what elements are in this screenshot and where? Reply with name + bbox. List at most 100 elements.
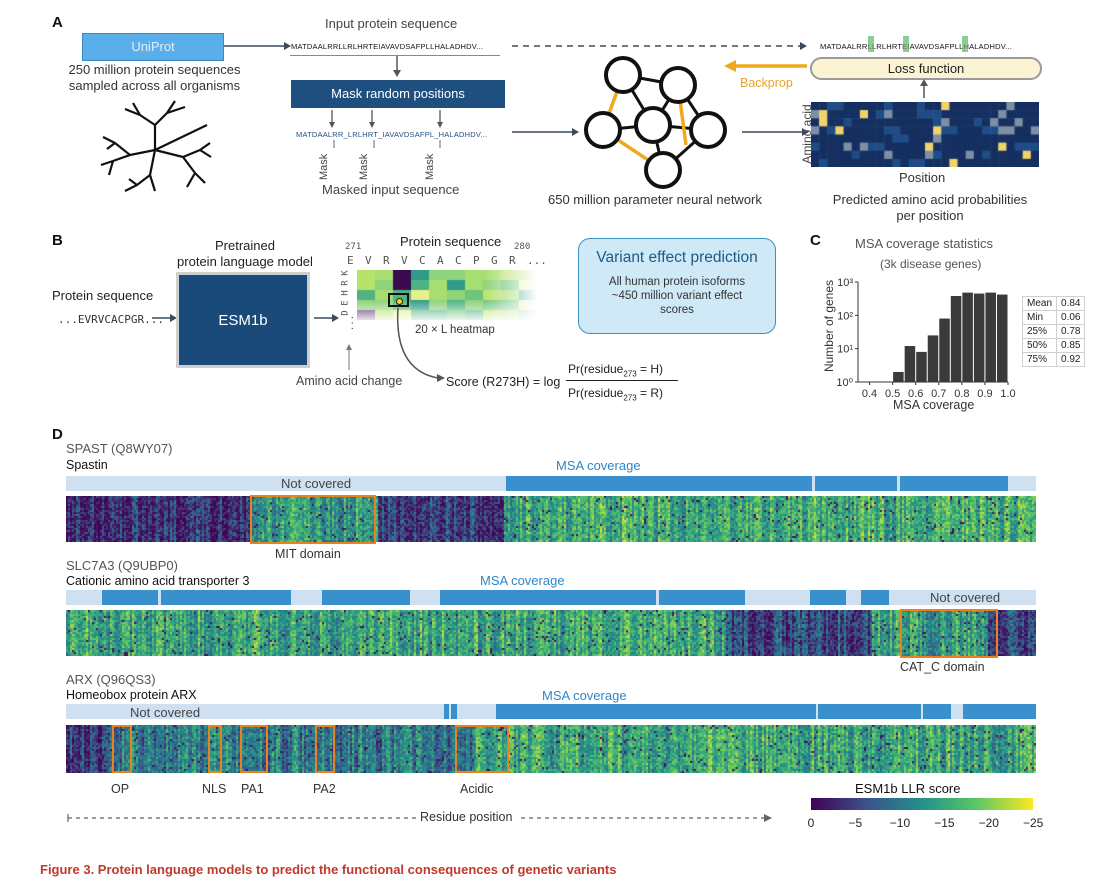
coverage-segment [102, 590, 158, 605]
backprop-arrow [724, 60, 807, 72]
y-tick-label: 10³ [837, 277, 853, 289]
stats-key: Min [1021, 310, 1058, 325]
protein-sequence-label: Protein sequence [52, 288, 154, 303]
coverage-segment [963, 704, 1036, 719]
selected-cell-box [388, 293, 409, 307]
arrow-uniprot-to-input [224, 42, 291, 50]
score-formula-lhs: Score (R273H) = log [446, 375, 561, 389]
residue-row: E V R V C A C P G R... [345, 254, 565, 268]
aa-row-letter: R [340, 280, 351, 286]
panel-label-d: D [52, 426, 63, 443]
mask-label-1: Mask [318, 153, 330, 180]
predicted-label: Predicted amino acid probabilities per p… [820, 192, 1040, 224]
position-start: 271 [345, 242, 362, 252]
y-tick-label: 10¹ [837, 344, 853, 356]
msa-coverage-label-spast: MSA coverage [556, 458, 641, 473]
coverage-segment [496, 704, 816, 719]
y-tick-label: 10² [837, 310, 853, 322]
x-tick-label: 0.5 [885, 388, 900, 400]
colorbar-tick-label: 0 [807, 816, 815, 830]
score-curve-arrow [346, 307, 445, 382]
colorbar-tick-label: −20 [978, 816, 999, 830]
msa-stats-title: MSA coverage statistics [855, 236, 993, 251]
residue-letter: E [347, 254, 354, 267]
msa-coverage-label-arx: MSA coverage [542, 688, 627, 703]
residue-letter: C [455, 254, 462, 267]
stats-value: 0.06 [1056, 310, 1086, 325]
residue-letter: A [437, 254, 444, 267]
protein-id-arx: ARX (Q96QS3) [66, 672, 156, 687]
fraction-bar [566, 380, 678, 381]
arrow-masked-to-network [512, 128, 579, 136]
coverage-segment [161, 590, 291, 605]
stats-row: 75% 0.92 [1021, 352, 1086, 367]
pretrained-line1: Pretrained [215, 238, 275, 253]
mask-label-2: Mask [358, 153, 370, 180]
residue-letter: R [383, 254, 390, 267]
acidic-domain-box [455, 725, 509, 773]
mask-random-positions-box: Mask random positions [291, 80, 505, 108]
coverage-bar-arx [66, 704, 1036, 719]
masked-sequence: MATDAALRR_LRLHRT_IAVAVDSAFPL_HALADHDV... [296, 130, 488, 139]
y-tick-label: 10⁰ [836, 377, 853, 389]
colorbar-tick-label: −5 [848, 816, 863, 830]
pretrained-label: Pretrained protein language model [170, 238, 320, 270]
protein-name-spast: Spastin [66, 458, 108, 472]
histogram-bar [996, 294, 1008, 382]
cat-c-domain-label: CAT_C domain [900, 660, 985, 674]
highlight-3 [962, 36, 968, 52]
stats-row: 50% 0.85 [1021, 338, 1086, 353]
coverage-segment [440, 590, 656, 605]
not-covered-label-slc7a3: Not covered [930, 590, 1001, 605]
highlight-1 [868, 36, 874, 52]
protein-name-slc7a3: Cationic amino acid transporter 3 [66, 574, 250, 588]
stats-value: 0.85 [1056, 338, 1086, 353]
arrow-network-to-heatmap [742, 128, 809, 136]
score-denominator: Pr(residue273 = R) [568, 386, 664, 403]
nls-domain-box [208, 725, 222, 773]
residue-letter: V [401, 254, 408, 267]
highlight-2 [903, 36, 909, 52]
llr-heatmap-slc7a3 [66, 610, 1036, 656]
coverage-segment [861, 590, 889, 605]
panel-label-c: C [810, 232, 821, 249]
pa2-domain-box [315, 725, 335, 773]
phylogenetic-tree-icon [100, 100, 212, 192]
histogram-ylabel: Number of genes [822, 279, 836, 373]
residue-position-label: Residue position [420, 810, 513, 824]
backprop-label: Backprop [740, 76, 793, 90]
score-numerator: Pr(residue273 = H) [568, 362, 664, 379]
colorbar-tick-label: −10 [889, 816, 911, 830]
acidic-label: Acidic [460, 782, 494, 796]
colorbar-tick-label: −25 [1023, 816, 1044, 830]
uniprot-desc-line1: 250 million protein sequences [68, 62, 241, 77]
panel-label-a: A [52, 14, 63, 31]
dashed-arrow-to-output [512, 42, 807, 50]
mask-label-3: Mask [424, 153, 436, 180]
selected-cell-dot [396, 298, 403, 305]
output-sequence: MATDAALRRLLRLHRTEIAVAVDSAFPLLHALADHDV... [820, 42, 1013, 51]
vep-line1: All human protein isoforms [608, 276, 746, 288]
coverage-segment [451, 704, 457, 719]
protein-sequence-text: ...EVRVCACPGR... [58, 313, 164, 326]
masked-input-title: Masked input sequence [322, 182, 460, 197]
llr-heatmap-arx [66, 725, 1036, 773]
mask-labels [333, 140, 441, 148]
predicted-label-line2: per position [896, 208, 964, 223]
aa-row-letter: H [340, 290, 351, 296]
colorbar-ticks: 0 −5 −10 −15 −20 −25 [808, 812, 1044, 832]
not-covered-label-arx: Not covered [130, 705, 201, 720]
not-covered-label-spast: Not covered [281, 476, 352, 491]
stats-row: Mean 0.84 [1021, 296, 1086, 311]
network-label: 650 million parameter neural network [548, 192, 762, 207]
stats-value: 0.92 [1056, 352, 1086, 367]
stats-key: Mean [1021, 296, 1058, 311]
heatmap-title: Protein sequence [400, 234, 502, 249]
colorbar-title: ESM1b LLR score [855, 781, 961, 796]
arrows-from-mask [329, 110, 443, 128]
x-tick-label: 0.8 [954, 388, 969, 400]
histogram-bar [985, 292, 996, 382]
input-sequence-title: Input protein sequence [325, 16, 458, 31]
stats-key: 75% [1021, 352, 1058, 367]
pretrained-line2: protein language model [177, 254, 313, 269]
